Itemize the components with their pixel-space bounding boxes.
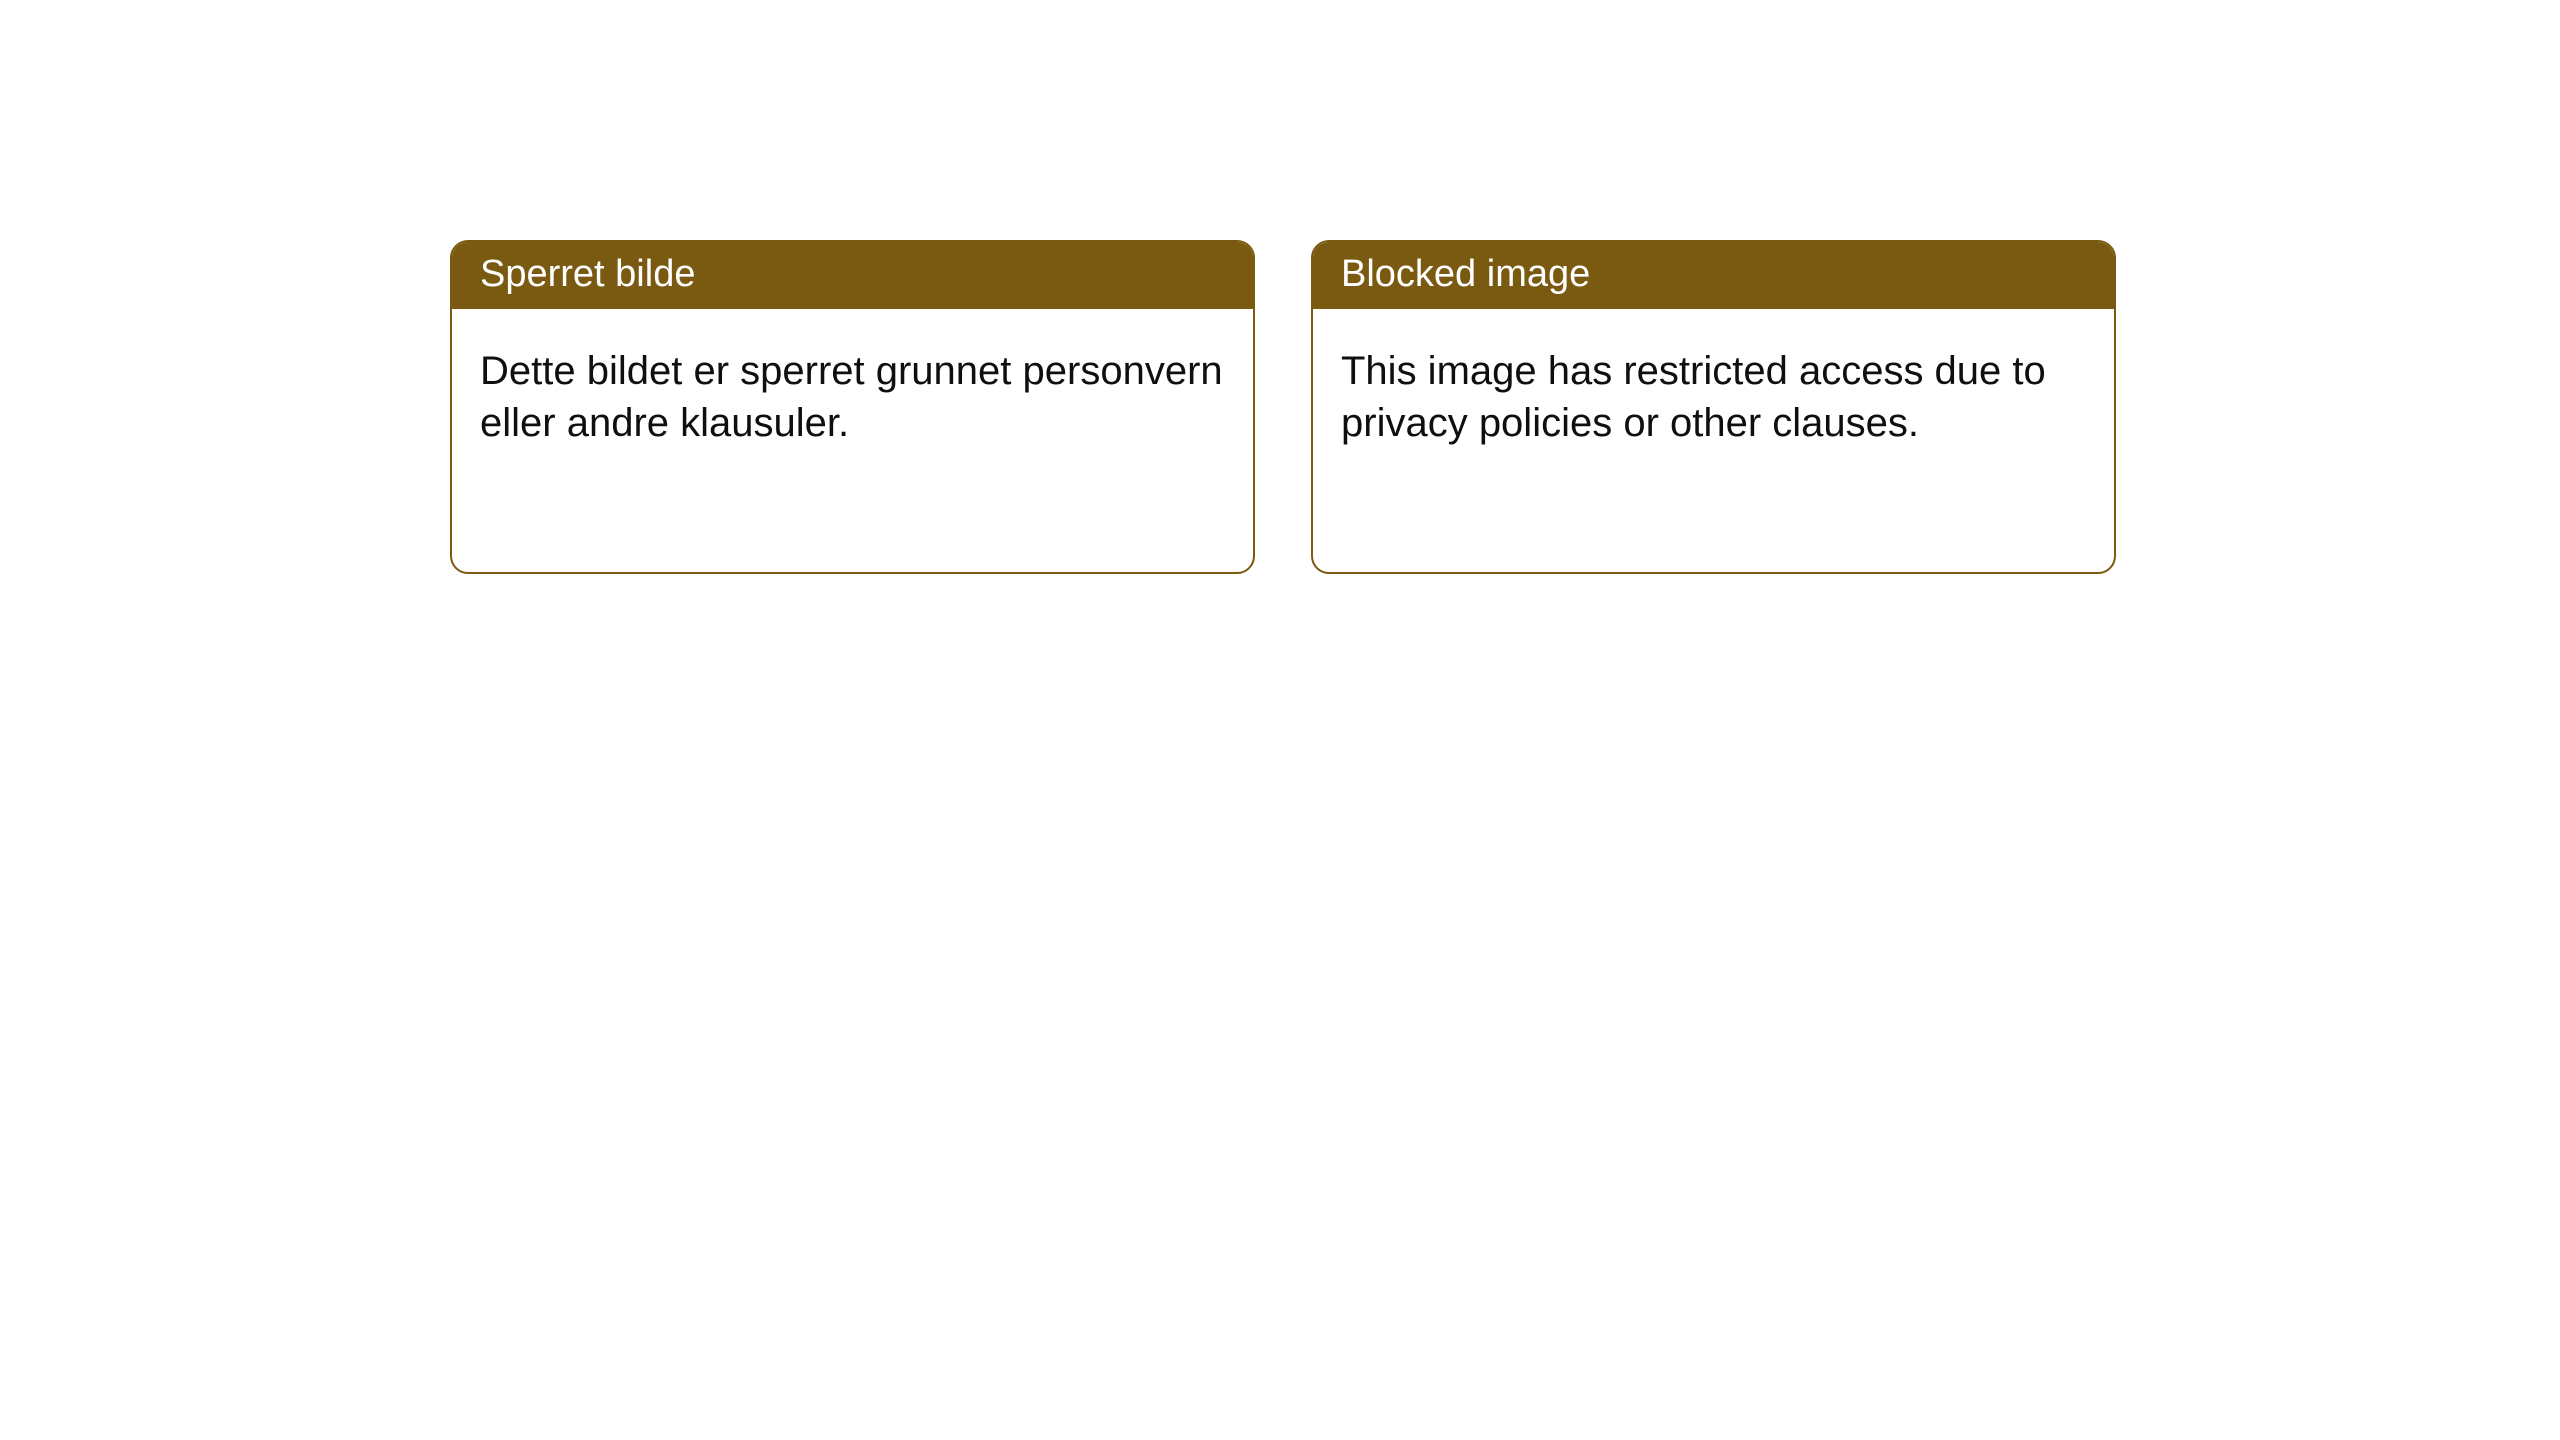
notice-body-norwegian: Dette bildet er sperret grunnet personve…	[452, 309, 1253, 477]
notice-title-norwegian: Sperret bilde	[452, 242, 1253, 309]
notice-body-english: This image has restricted access due to …	[1313, 309, 2114, 477]
notice-title-english: Blocked image	[1313, 242, 2114, 309]
notice-card-norwegian: Sperret bilde Dette bildet er sperret gr…	[450, 240, 1255, 574]
notice-container: Sperret bilde Dette bildet er sperret gr…	[0, 0, 2560, 574]
notice-card-english: Blocked image This image has restricted …	[1311, 240, 2116, 574]
